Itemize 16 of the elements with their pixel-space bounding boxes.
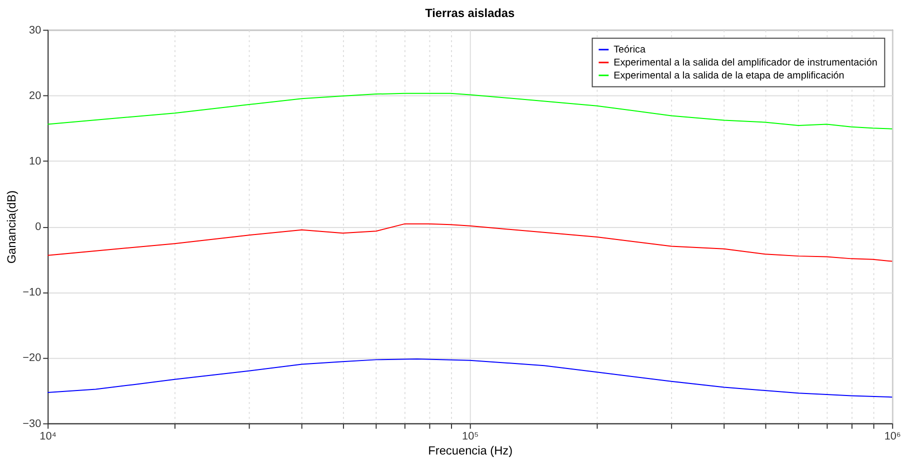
x-axis-title: Frecuencia (Hz): [428, 444, 513, 458]
y-tick-label: −10: [22, 286, 42, 299]
y-tick-label: 0: [35, 221, 42, 234]
legend-label: Teórica: [614, 44, 646, 56]
y-tick-label: −30: [22, 418, 42, 430]
y-tick-label: 10: [29, 155, 42, 168]
legend-label: Experimental a la salida del amplificador de instrumentación: [614, 57, 878, 68]
chart-title: Tierras aisladas: [425, 6, 516, 20]
x-tick-label: 10⁴: [40, 430, 57, 443]
y-axis-title: Ganancia(dB): [4, 190, 19, 264]
y-tick-label: −20: [22, 352, 42, 364]
y-tick-label: 20: [29, 90, 42, 102]
legend-label: Experimental a la salida de la etapa de amplificación: [614, 70, 844, 82]
x-tick-label: 10⁶: [884, 430, 901, 443]
y-tick-label: 30: [29, 24, 42, 36]
x-tick-label: 10⁵: [462, 430, 479, 443]
